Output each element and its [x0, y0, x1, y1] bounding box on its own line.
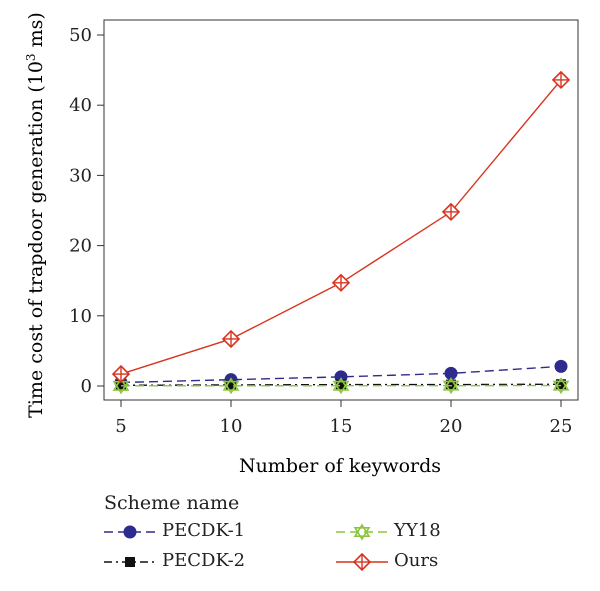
data-point-ours — [441, 202, 461, 222]
data-point-yy18 — [332, 377, 350, 395]
data-point-pecdk-1 — [444, 366, 458, 380]
series-line-ours — [120, 79, 562, 375]
x-tick-label: 10 — [220, 416, 243, 437]
data-point-ours — [331, 273, 351, 292]
data-point-pecdk-2 — [336, 379, 346, 390]
legend-swatch-pecdk-2 — [104, 557, 156, 567]
data-point-yy18 — [552, 377, 570, 395]
data-point-pecdk-1 — [554, 359, 568, 373]
data-point-yy18 — [222, 377, 240, 395]
legend-marker-ours — [352, 552, 372, 572]
axes: 5 10 15 20 25 0 10 20 30 40 50 — [69, 19, 579, 437]
y-axis-label: Time cost of trapdoor generation (103 ms… — [24, 12, 47, 418]
data-point-ours — [551, 70, 571, 90]
y-tick-label: 30 — [69, 165, 92, 186]
legend-label-yy18: YY18 — [394, 520, 441, 541]
x-tick-label: 20 — [440, 416, 463, 437]
legend-marker-pecdk-2 — [125, 557, 135, 567]
data-point-ours — [221, 329, 241, 349]
legend-label-ours: Ours — [394, 550, 439, 571]
legend-title: Scheme name — [104, 492, 240, 514]
y-tick-label: 0 — [81, 376, 92, 397]
x-tick-label: 15 — [330, 416, 353, 437]
y-tick-label: 50 — [69, 25, 92, 46]
y-tick-label: 10 — [69, 306, 92, 327]
legend-marker-yy18 — [353, 523, 371, 541]
data-point-ours — [111, 364, 131, 384]
x-tick-label: 5 — [115, 416, 126, 437]
data-point-yy18 — [442, 377, 460, 395]
legend-label-pecdk-1: PECDK-1 — [162, 520, 246, 541]
series-ours — [111, 70, 571, 384]
legend-label-pecdk-2: PECDK-2 — [162, 550, 246, 571]
legend-swatch-yy18 — [336, 523, 388, 541]
legend-swatch-ours — [336, 552, 388, 572]
data-point-pecdk-2 — [556, 379, 566, 390]
y-axis-label-exponent: 3 — [24, 53, 38, 61]
plot-frame — [103, 19, 579, 401]
x-axis-label: Number of keywords — [239, 455, 441, 477]
x-tick-label: 25 — [550, 416, 573, 437]
series-layer — [111, 70, 571, 395]
y-tick-label: 40 — [69, 95, 92, 116]
series-line-pecdk-1 — [120, 365, 562, 384]
data-point-pecdk-2 — [226, 379, 236, 390]
y-tick-label: 20 — [69, 236, 92, 257]
legend-swatch-pecdk-1 — [104, 525, 156, 539]
legend-marker-pecdk-1 — [123, 525, 137, 539]
data-point-pecdk-2 — [446, 379, 456, 390]
series-yy18 — [112, 377, 570, 395]
